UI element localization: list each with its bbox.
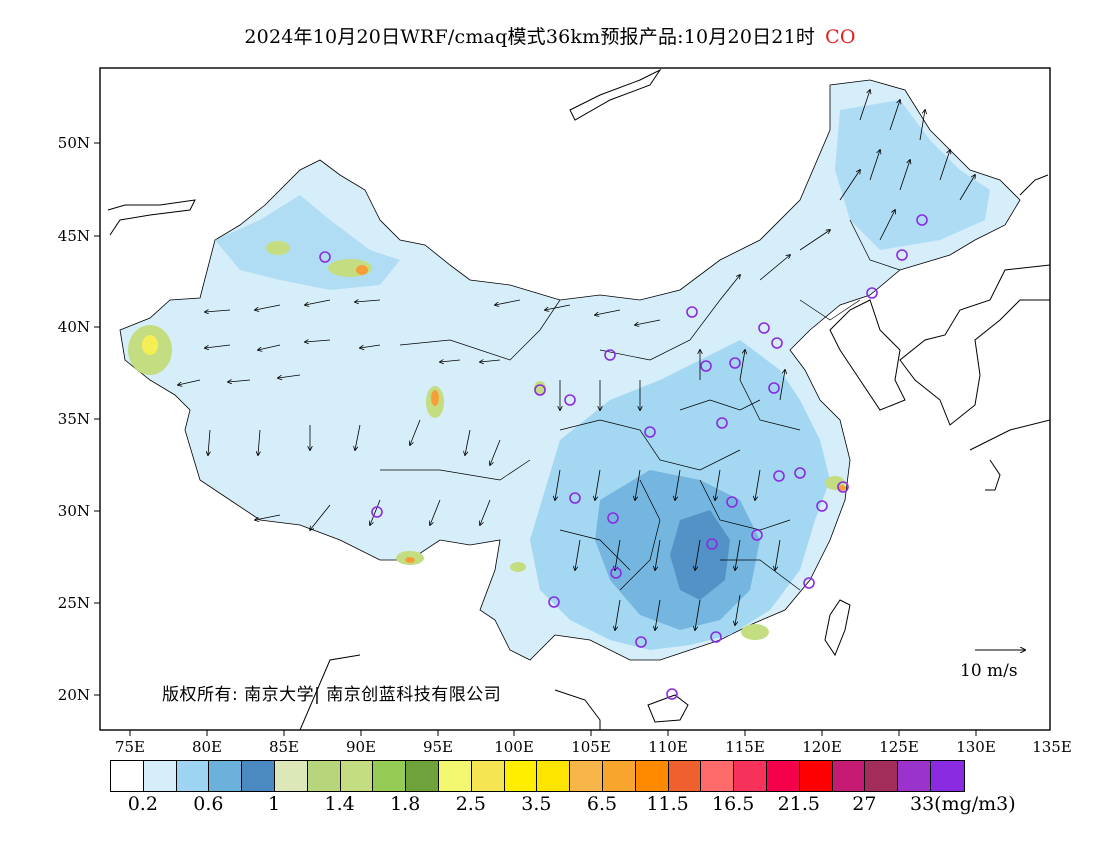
hotspot-karamay — [266, 241, 290, 255]
coast-caspian — [107, 199, 196, 236]
colorbar-label: 3.5 — [521, 793, 552, 815]
colorbar-swatch — [668, 761, 702, 791]
title-species: CO — [825, 26, 856, 48]
colorbar-label: 1 — [267, 793, 281, 815]
hotspot-tibet-core — [405, 557, 415, 563]
coast-vietnam — [299, 654, 601, 730]
lat-label: 20N — [57, 686, 90, 704]
colorbar-swatch — [898, 761, 931, 791]
lon-label: 125E — [879, 738, 919, 756]
lon-label: 120E — [802, 738, 842, 756]
island-hainan — [647, 694, 689, 723]
wind-scale-label: 10 m/s — [960, 661, 1018, 681]
colorbar-label: 2.5 — [455, 793, 486, 815]
colorbar-swatch — [701, 761, 735, 791]
lon-label: 135E — [1032, 738, 1072, 756]
colorbar-label: 0.6 — [193, 793, 224, 815]
coast-kamchatka — [569, 68, 662, 121]
colorbar-swatch — [340, 761, 374, 791]
lat-label: 25N — [57, 594, 90, 612]
colorbar-label: 27 — [852, 793, 877, 815]
colorbar-label: 11.5 — [646, 793, 689, 815]
lon-label: 110E — [648, 738, 688, 756]
colorbar-swatch — [602, 761, 636, 791]
field-northeast — [835, 100, 990, 250]
colorbar-swatch — [504, 761, 538, 791]
colorbar-swatch — [734, 761, 767, 791]
colorbar-swatch — [471, 761, 505, 791]
colorbar-label: 6.5 — [586, 793, 618, 815]
lon-label: 115E — [725, 738, 765, 756]
colorbar-swatch — [570, 761, 603, 791]
wind-vectors — [178, 90, 975, 630]
lat-label: 50N — [57, 134, 90, 152]
hotspot-shanghai-core — [838, 485, 846, 491]
coast-japan-south — [969, 419, 1050, 491]
hotspot-golmud-core — [431, 390, 439, 406]
hotspot-kashgar-core — [142, 335, 158, 355]
colorbar-swatch — [865, 761, 899, 791]
coast-korea — [829, 299, 906, 411]
lon-label: 100E — [494, 738, 534, 756]
colorbar-swatch — [766, 761, 800, 791]
island-taiwan — [824, 599, 851, 657]
colorbar-swatch — [274, 761, 308, 791]
colorbar-swatch — [242, 761, 275, 791]
colorbar-swatch — [143, 761, 177, 791]
chart-title: 2024年10月20日WRF/cmaq模式36km预报产品:10月20日21时 C… — [0, 22, 1100, 49]
copyright-notice: 版权所有: 南京大学| 南京创蓝科技有限公司 — [162, 685, 502, 705]
colorbar-swatch — [406, 761, 439, 791]
colorbar — [110, 760, 965, 792]
colorbar-swatch — [635, 761, 669, 791]
lon-label: 105E — [571, 738, 611, 756]
hotspot-qinghai — [534, 381, 546, 395]
hotspot-yunnan — [510, 562, 526, 572]
lon-label: 95E — [422, 738, 454, 756]
colorbar-label: 1.4 — [324, 793, 355, 815]
lon-label: 85E — [268, 738, 300, 756]
axis-ticks — [94, 142, 977, 736]
colorbar-swatch — [209, 761, 243, 791]
lon-label: 90E — [345, 738, 377, 756]
colorbar-label: 1.8 — [390, 793, 421, 815]
lon-label: 130E — [956, 738, 996, 756]
colorbar-swatch — [799, 761, 833, 791]
colorbar-swatch — [111, 761, 144, 791]
colorbar-swatch — [930, 761, 964, 791]
colorbar-swatch — [307, 761, 341, 791]
hotspot-guangzhou — [741, 624, 769, 640]
colorbar-label: 0.2 — [127, 793, 158, 815]
hotspot-urumqi-core — [356, 265, 368, 275]
lat-label: 35N — [57, 410, 90, 428]
colorbar-swatch — [537, 761, 571, 791]
title-main: 2024年10月20日WRF/cmaq模式36km预报产品:10月20日21时 — [244, 26, 816, 48]
province-borders — [380, 219, 901, 591]
lat-label: 40N — [57, 318, 90, 336]
lon-label: 75E — [114, 738, 146, 756]
field-high-core — [670, 510, 730, 600]
lon-label: 80E — [191, 738, 223, 756]
colorbar-label: 33(mg/m3) — [910, 793, 1016, 815]
lat-label: 45N — [57, 227, 90, 245]
lat-label: 30N — [57, 502, 90, 520]
colorbar-swatch — [176, 761, 210, 791]
colorbar-swatch — [373, 761, 407, 791]
map-content — [107, 68, 1050, 730]
colorbar-swatch — [438, 761, 472, 791]
station-markers — [319, 214, 928, 700]
colorbar-swatch — [832, 761, 866, 791]
colorbar-label: 21.5 — [777, 793, 820, 815]
coast-korea-japan — [899, 264, 1050, 426]
colorbar-label: 16.5 — [712, 793, 755, 815]
coast-sakhalin — [1019, 174, 1049, 196]
